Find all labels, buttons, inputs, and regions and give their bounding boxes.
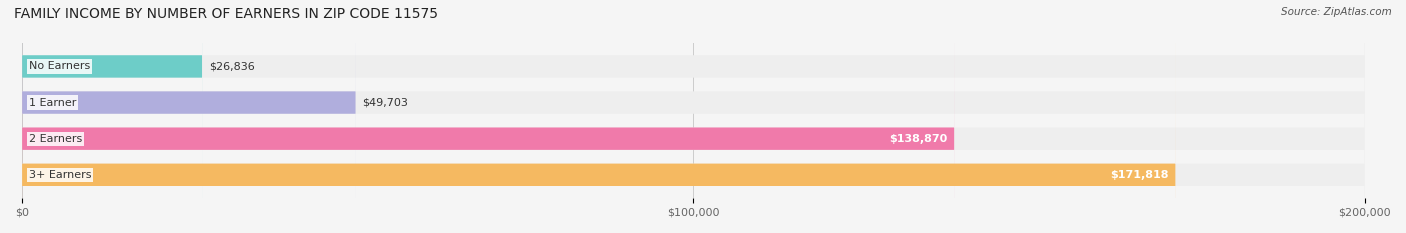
FancyBboxPatch shape bbox=[22, 0, 1365, 233]
Text: $138,870: $138,870 bbox=[890, 134, 948, 144]
FancyBboxPatch shape bbox=[22, 0, 1175, 233]
FancyBboxPatch shape bbox=[22, 0, 202, 233]
Text: 3+ Earners: 3+ Earners bbox=[28, 170, 91, 180]
FancyBboxPatch shape bbox=[22, 0, 955, 233]
Text: $49,703: $49,703 bbox=[363, 98, 408, 108]
Text: Source: ZipAtlas.com: Source: ZipAtlas.com bbox=[1281, 7, 1392, 17]
Text: $26,836: $26,836 bbox=[209, 62, 254, 72]
Text: No Earners: No Earners bbox=[28, 62, 90, 72]
Text: FAMILY INCOME BY NUMBER OF EARNERS IN ZIP CODE 11575: FAMILY INCOME BY NUMBER OF EARNERS IN ZI… bbox=[14, 7, 439, 21]
FancyBboxPatch shape bbox=[22, 0, 1365, 233]
FancyBboxPatch shape bbox=[22, 0, 356, 233]
FancyBboxPatch shape bbox=[22, 0, 1365, 233]
Text: $171,818: $171,818 bbox=[1111, 170, 1168, 180]
Text: 2 Earners: 2 Earners bbox=[28, 134, 82, 144]
Text: 1 Earner: 1 Earner bbox=[28, 98, 76, 108]
FancyBboxPatch shape bbox=[22, 0, 1365, 233]
